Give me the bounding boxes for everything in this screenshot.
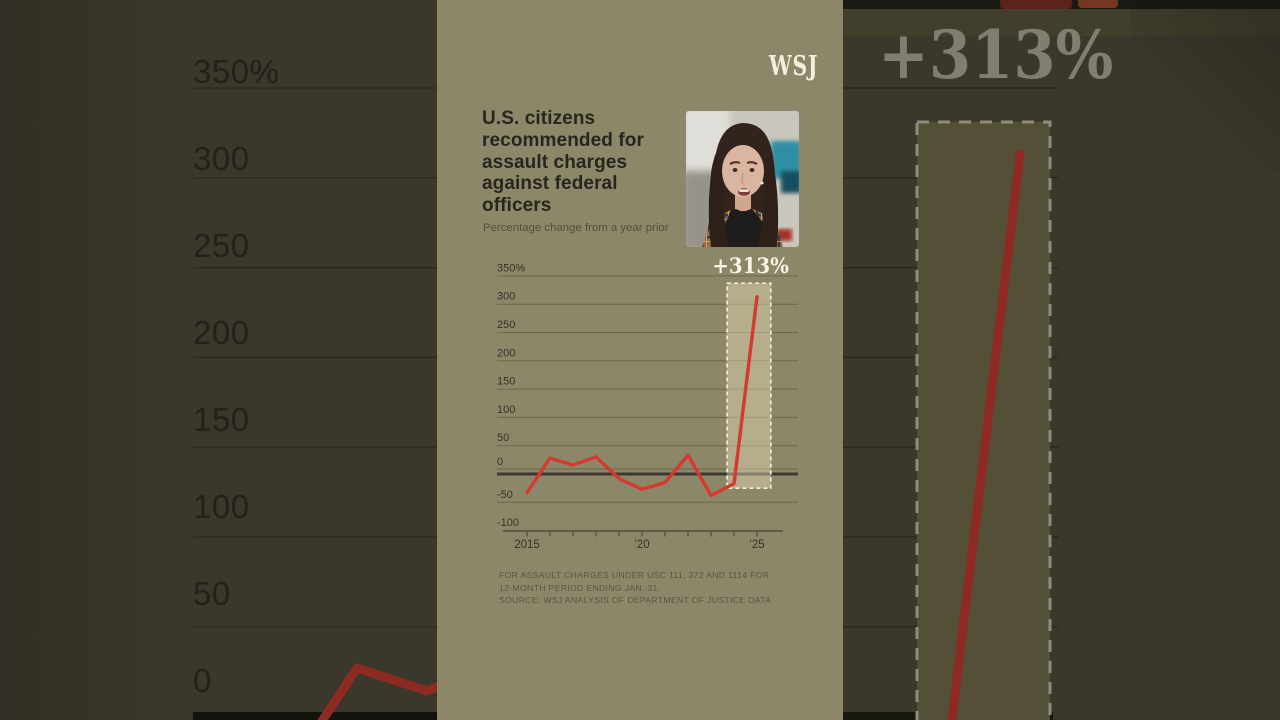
svg-text:200: 200 — [497, 347, 515, 359]
chart-headline: U.S. citizens recommended for assault ch… — [482, 108, 644, 217]
highlight-box — [726, 282, 772, 489]
background-axis-label: 100 — [193, 490, 250, 523]
background-axis-label: 300 — [193, 142, 250, 175]
y-axis-labels: 350% 300 250 200 150 100 50 0 -50 -100 — [497, 262, 525, 529]
svg-text:50: 50 — [497, 432, 509, 444]
background-axis-label: 350% — [193, 55, 279, 88]
left-edge-shade — [0, 0, 437, 720]
chart-subtitle: Percentage change from a year prior — [483, 222, 669, 234]
svg-text:’20: ’20 — [634, 539, 649, 551]
zero-baseline-enlarged — [193, 712, 437, 720]
background-axis-label: 250 — [193, 229, 250, 262]
background-axis-label: 0 — [193, 664, 212, 697]
background-axis-label: 50 — [193, 577, 231, 610]
presenter-face — [722, 145, 764, 197]
svg-text:-50: -50 — [497, 489, 513, 501]
corner-shade — [1130, 0, 1280, 170]
svg-text:-100: -100 — [497, 517, 519, 529]
background-axis-label: 150 — [193, 403, 250, 436]
background-right-chart-decoration — [843, 87, 1058, 720]
background-right-panel — [843, 0, 1280, 720]
background-peak-value-label: +313% — [878, 16, 1114, 94]
chart-source-note: FOR ASSAULT CHARGES UNDER USC 111, 372 A… — [499, 570, 772, 606]
trend-line — [525, 295, 759, 498]
background-jacket-blur-patch — [1078, 0, 1118, 8]
earring — [760, 181, 764, 185]
wsj-logo: WSJ — [769, 51, 819, 82]
presenter-video-thumbnail — [686, 111, 799, 247]
svg-text:250: 250 — [497, 319, 515, 331]
background-jacket-blur-patch — [1000, 0, 1072, 9]
peak-value-label: +313% — [712, 253, 789, 278]
background-top-band — [843, 9, 1280, 36]
svg-text:0: 0 — [497, 456, 503, 468]
svg-text:100: 100 — [497, 404, 515, 416]
assault-charges-line-chart: 350% 300 250 200 150 100 50 0 -50 -100 2015 ’20 ’25 — [437, 250, 843, 560]
svg-text:150: 150 — [497, 376, 515, 388]
background-left-panel: 350% 300 250 200 150 100 50 0 — [0, 0, 451, 720]
svg-text:2015: 2015 — [514, 539, 540, 551]
svg-text:350%: 350% — [497, 262, 525, 274]
svg-text:300: 300 — [497, 291, 515, 303]
trend-line-spike-enlarged — [947, 149, 1025, 720]
svg-text:’25: ’25 — [749, 539, 764, 551]
x-axis: 2015 ’20 ’25 — [503, 530, 783, 551]
background-axis-label: 200 — [193, 316, 250, 349]
